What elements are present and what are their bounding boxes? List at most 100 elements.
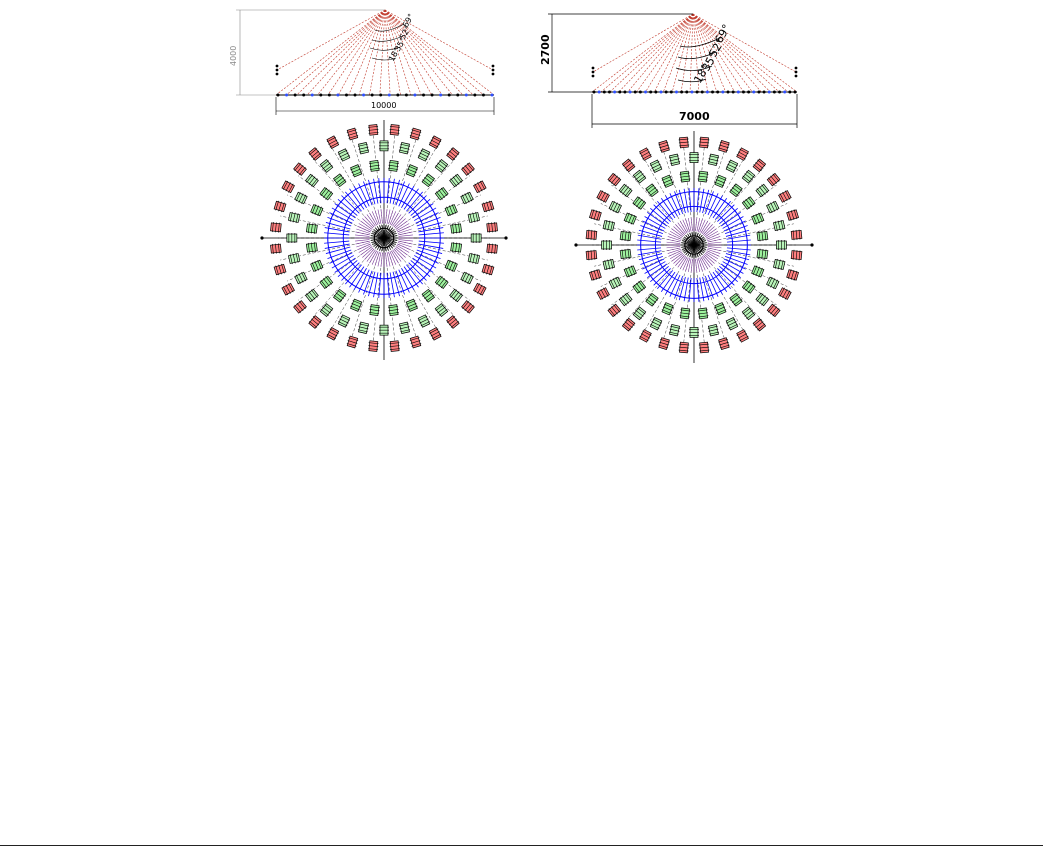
fixture-box: [308, 315, 322, 329]
fixture-line: [278, 201, 282, 212]
ray-line: [358, 9, 386, 96]
fixture-line: [756, 293, 764, 302]
inner-fixture: [355, 234, 370, 237]
fixture-line: [320, 279, 328, 289]
fixture-line: [369, 161, 380, 164]
fixture-box: [596, 190, 610, 203]
fixture-line: [347, 340, 358, 344]
fixture-dot: [473, 93, 477, 97]
fixture-box: [294, 271, 308, 285]
axis-dot: [260, 236, 264, 240]
fixture-box: [273, 200, 287, 213]
fixture-dot: [794, 74, 798, 78]
fixture-line: [742, 175, 751, 183]
inner-fixture: [707, 248, 721, 254]
fixture-dot: [439, 93, 443, 97]
fixture-dot: [491, 72, 495, 76]
fixture-line: [756, 188, 764, 197]
inner-fixture: [389, 211, 397, 225]
fixture-dot: [783, 90, 787, 94]
fixture-line: [761, 249, 764, 260]
blue-fixture: [707, 274, 719, 297]
fixture-line: [590, 229, 593, 240]
inner-fixture: [358, 245, 372, 253]
fixture-line: [410, 340, 421, 344]
fixture-box: [752, 317, 767, 332]
fixture-line: [587, 229, 590, 240]
blue-fixture: [719, 208, 738, 225]
fixture-line: [709, 331, 720, 335]
fixture-line: [389, 129, 400, 131]
fixture-line: [313, 242, 316, 253]
fixture-line: [755, 161, 764, 169]
fixture-dot: [644, 90, 648, 94]
fixture-dot: [490, 93, 494, 97]
ray-line: [275, 9, 386, 96]
fixture-line: [743, 200, 750, 209]
fixture-box: [596, 287, 610, 300]
fixture-line: [309, 320, 318, 328]
fixture-line: [662, 179, 673, 184]
fixture-line: [358, 326, 369, 330]
fixture-line: [289, 254, 293, 265]
fixture-line: [767, 304, 775, 313]
fixture-line: [335, 177, 344, 184]
inner-fixture: [707, 238, 722, 243]
fixture-box: [632, 306, 647, 321]
fixture-box: [778, 190, 792, 203]
hub-spoke: [689, 232, 695, 246]
ray-line: [692, 13, 726, 93]
fixture-box: [718, 337, 730, 350]
inner-fixture: [358, 223, 372, 231]
hub-spoke: [376, 226, 385, 239]
blue-fixture: [650, 208, 669, 225]
inner-fixture: [668, 233, 682, 240]
fixture-box: [679, 307, 691, 320]
fixture-box: [678, 341, 690, 354]
fixture-box: [668, 153, 681, 166]
ray-line: [618, 13, 694, 93]
fixture-dot: [741, 90, 745, 94]
fixture-dot: [276, 93, 280, 97]
fixture-dot: [736, 90, 740, 94]
fixture-line: [708, 158, 719, 162]
fixture-line: [745, 282, 753, 292]
fixture-box: [618, 292, 633, 307]
fixture-box: [790, 229, 803, 241]
fixture-line: [716, 176, 727, 181]
fixture-line: [439, 160, 448, 167]
fixture-line: [308, 176, 316, 185]
fixture-line: [604, 219, 608, 230]
fixture-line: [469, 252, 473, 263]
fixture-line: [475, 211, 479, 222]
fixture-box: [470, 233, 482, 243]
blue-fixture: [358, 269, 370, 293]
fixture-line: [430, 139, 440, 145]
blue-fixture: [712, 271, 728, 292]
blue-fixture: [368, 179, 376, 205]
fixture-line: [782, 191, 788, 201]
fixture-line: [607, 259, 611, 270]
inner-fixture: [682, 219, 689, 233]
fixture-box: [649, 317, 663, 331]
fixture-line: [368, 129, 379, 131]
fixture-box: [649, 159, 663, 173]
fixture-line: [596, 211, 601, 221]
fixture-line: [590, 250, 593, 261]
blue-fixture: [717, 268, 735, 286]
inner-fixture: [666, 238, 681, 243]
fixture-line: [335, 292, 344, 299]
fixture-line: [784, 190, 791, 200]
fixture-line: [755, 321, 764, 329]
fixture-line: [424, 177, 433, 184]
fixture-dot: [285, 93, 289, 97]
fixture-line: [389, 132, 400, 134]
fixture-box: [379, 140, 389, 152]
fixture-line: [719, 341, 729, 346]
fixture-box: [725, 317, 739, 331]
fixture-box: [790, 249, 803, 261]
fixture-box: [607, 303, 622, 318]
fixture-line: [494, 243, 496, 254]
fixture-line: [793, 209, 798, 220]
fixture-line: [610, 175, 618, 184]
